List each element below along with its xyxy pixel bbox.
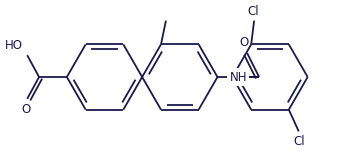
Text: Cl: Cl xyxy=(293,135,304,148)
Text: O: O xyxy=(22,103,31,116)
Text: NH: NH xyxy=(230,71,247,84)
Text: Cl: Cl xyxy=(247,5,259,18)
Text: HO: HO xyxy=(5,39,23,52)
Text: O: O xyxy=(240,36,249,49)
